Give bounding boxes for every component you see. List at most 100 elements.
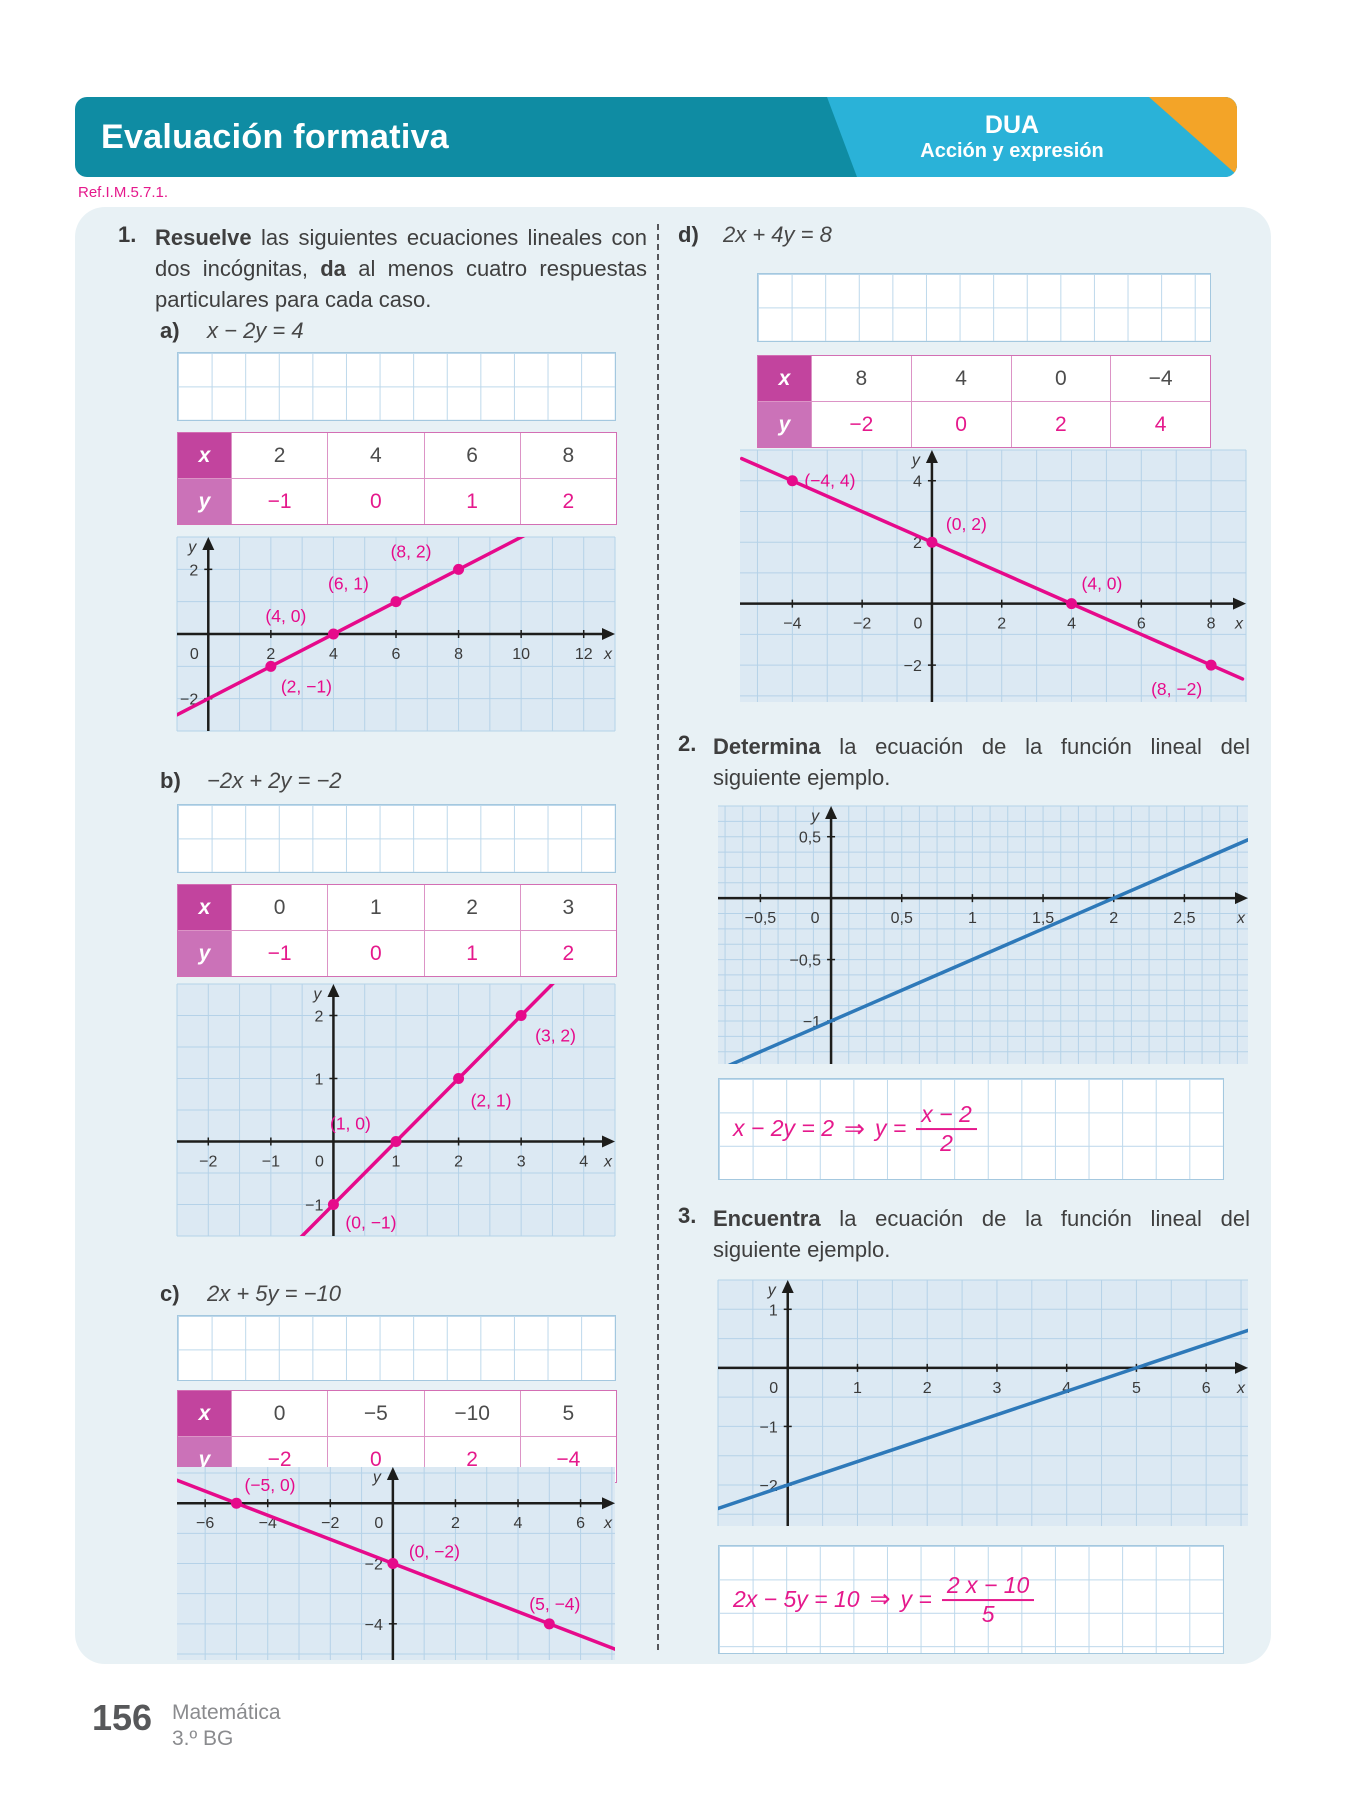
item-d-label: d) (678, 222, 699, 247)
table-cell-x: 4 (327, 433, 424, 479)
table-cell-y: −2 (231, 1437, 327, 1482)
graph-2-svg: −0,5 0 0,5 1 1,5 2 2,50,5−0,5−1xy (718, 805, 1248, 1064)
q1-bold-2: da (320, 256, 346, 281)
x-tick-label: −6 (196, 1515, 214, 1532)
plot-background (718, 806, 1248, 1064)
item-a-label: a) (160, 318, 180, 343)
table-cell-y: 0 (327, 1437, 423, 1482)
data-point (1066, 598, 1078, 610)
x-tick-label: 6 (392, 646, 401, 663)
fraction-denominator: 2 (940, 1130, 953, 1157)
q2-answer-lhs: x − 2y = 2 (733, 1115, 835, 1142)
x-tick-label: 2 (1109, 910, 1118, 927)
table-cell-x: 4 (910, 356, 1011, 402)
data-point (327, 628, 339, 640)
x-tick-label: 6 (576, 1515, 585, 1532)
table-header-y: y (178, 479, 231, 524)
y-tick-label: −2 (904, 658, 922, 675)
x-tick-label: 1,5 (1032, 910, 1054, 927)
x-tick-label: 3 (992, 1380, 1001, 1397)
x-axis-arrow-icon (602, 1135, 615, 1148)
table-cell-x: 3 (519, 885, 616, 931)
footer-subject: Matemática 3.º BG (172, 1700, 281, 1752)
x-tick-label: 4 (329, 646, 338, 663)
table-cell-y: 1 (423, 931, 520, 976)
item-c-label: c) (160, 1281, 180, 1306)
table-cell-y: 2 (423, 1437, 520, 1482)
x-tick-label: 1 (968, 910, 977, 927)
data-line (727, 838, 1248, 1064)
point-label: (5, −4) (529, 1594, 580, 1614)
point-label: (0, 2) (946, 514, 987, 534)
table-cell-y: 2 (519, 931, 616, 976)
x-tick-label: 3 (517, 1154, 526, 1171)
data-point (926, 536, 938, 548)
y-tick-label: −1 (759, 1419, 777, 1436)
q3-number: 3. (678, 1203, 697, 1228)
x-tick-label: 12 (575, 646, 593, 663)
answer-grid-d (757, 273, 1211, 342)
value-table-a: x 2 4 6 8 y −1 0 1 2 (177, 432, 617, 525)
x-axis-label: x (1236, 910, 1246, 927)
data-point (387, 1558, 399, 1569)
table-cell-x: 8 (519, 433, 616, 479)
q2-bold: Determina (713, 734, 821, 759)
y-axis-arrow-icon (327, 984, 340, 997)
graph-1d: −4 −2 0 2 4 6 8 4 2 −2 x y (−4, 4) (0, 2) (4, 0) (8, −2… (740, 449, 1247, 702)
x-tick-label: −1 (262, 1154, 280, 1171)
table-cell-x: −10 (423, 1391, 520, 1437)
x-axis-arrow-icon (602, 628, 615, 640)
item-b-label: b) (160, 768, 181, 793)
table-cell-y: 0 (327, 479, 423, 524)
x-tick-label: −2 (321, 1515, 339, 1532)
y-tick-label: 1 (315, 1072, 324, 1089)
x-tick-label: 4 (1062, 1380, 1071, 1397)
q2-number: 2. (678, 731, 697, 756)
q2-text: Determina la ecuación de la función line… (713, 731, 1250, 793)
y-axis-label: y (767, 1282, 777, 1299)
page-number: 156 (92, 1697, 153, 1738)
y-axis-label: y (911, 452, 921, 469)
x-tick-label: 2 (451, 1515, 460, 1532)
graph-1d-svg: −4 −2 0 2 4 6 8 4 2 −2 x y (−4, 4) (0, 2) (4, 0) (8, −2… (740, 449, 1247, 702)
y-tick-label: 4 (913, 474, 922, 491)
table-cell-x: 0 (231, 885, 328, 931)
point-label: (4, 0) (265, 606, 306, 626)
q3-bold: Encuentra (713, 1206, 821, 1231)
x-tick-label: 0 (769, 1380, 778, 1397)
plot-background (718, 1280, 1248, 1526)
y-tick-label: −0,5 (789, 953, 821, 970)
answer-grid-a (177, 352, 616, 421)
graph-1a: 0 2 4 6 8 10 12 2 −2 x y (2, −1) (4, 0) (6, 1) (8, 2) (176, 536, 616, 732)
x-axis-label: x (1236, 1380, 1246, 1397)
y-tick-label: 2 (913, 535, 922, 552)
graph-1c: −6 −4 −2 0 2 4 6 −2 −4 x y (−5, 0) (0, −2) (5, −4) (177, 1467, 615, 1660)
x-tick-label: 0 (190, 646, 199, 663)
data-point (453, 563, 465, 575)
answer-grid-b (177, 804, 616, 873)
fraction-denominator: 5 (981, 1601, 995, 1627)
value-table-b: x 0 1 2 3 y −1 0 1 2 (177, 884, 617, 977)
graph-1b: −2 −1 0 1 2 3 4 2 1 −1 x y (0, −1) (1, 0) (2, 1) (3, 2) (176, 983, 616, 1237)
point-label: (6, 1) (328, 574, 369, 594)
x-tick-label: 2,5 (1173, 910, 1195, 927)
point-label: (2, 1) (471, 1091, 512, 1111)
y-axis-arrow-icon (925, 450, 938, 463)
table-cell-y: −4 (519, 1437, 616, 1482)
table-cell-y: 1 (423, 479, 520, 524)
x-axis-arrow-icon (1233, 597, 1246, 610)
x-tick-label: 0 (913, 616, 922, 633)
data-point (1205, 659, 1217, 671)
x-tick-label: 4 (1067, 616, 1076, 633)
dua-subtitle: Acción y expresión (920, 139, 1104, 162)
x-tick-label: 2 (923, 1380, 932, 1397)
answer-grid-q3: 2x − 5y = 10 ⇒ y = 2 x − 10 5 (718, 1545, 1224, 1654)
data-point (265, 660, 277, 672)
table-header-x: x (178, 1391, 231, 1437)
q1-text: Resuelve las siguientes ecuaciones linea… (155, 222, 647, 315)
implies-icon: ⇒ (869, 1585, 891, 1614)
implies-icon: ⇒ (844, 1115, 865, 1143)
table-cell-y: 4 (1110, 402, 1210, 447)
q3-rest: la ecuación de la función lineal del sig… (713, 1206, 1250, 1262)
